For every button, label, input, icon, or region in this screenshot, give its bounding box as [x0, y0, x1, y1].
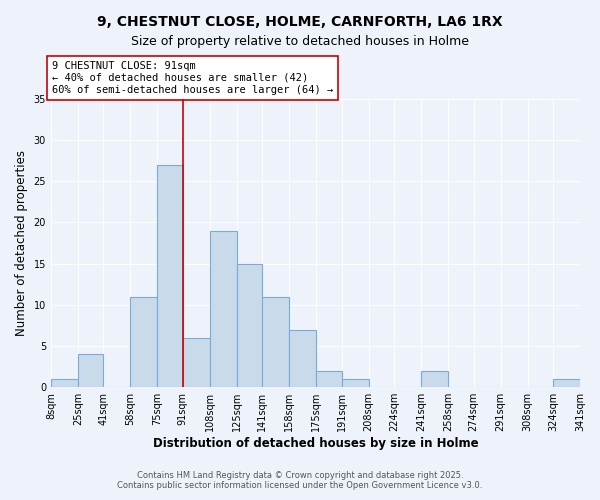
Bar: [130, 296, 157, 387]
Bar: [289, 330, 316, 387]
Bar: [51, 379, 78, 387]
Bar: [183, 338, 210, 387]
Bar: [237, 264, 262, 387]
Y-axis label: Number of detached properties: Number of detached properties: [15, 150, 28, 336]
Text: Size of property relative to detached houses in Holme: Size of property relative to detached ho…: [131, 35, 469, 48]
Bar: [553, 379, 580, 387]
Bar: [421, 370, 448, 387]
Bar: [157, 164, 183, 387]
Bar: [316, 370, 341, 387]
Bar: [262, 296, 289, 387]
X-axis label: Distribution of detached houses by size in Holme: Distribution of detached houses by size …: [152, 437, 478, 450]
Text: 9 CHESTNUT CLOSE: 91sqm
← 40% of detached houses are smaller (42)
60% of semi-de: 9 CHESTNUT CLOSE: 91sqm ← 40% of detache…: [52, 62, 333, 94]
Text: Contains HM Land Registry data © Crown copyright and database right 2025.
Contai: Contains HM Land Registry data © Crown c…: [118, 470, 482, 490]
Text: 9, CHESTNUT CLOSE, HOLME, CARNFORTH, LA6 1RX: 9, CHESTNUT CLOSE, HOLME, CARNFORTH, LA6…: [97, 15, 503, 29]
Bar: [210, 230, 237, 387]
Bar: [341, 379, 368, 387]
Bar: [78, 354, 103, 387]
